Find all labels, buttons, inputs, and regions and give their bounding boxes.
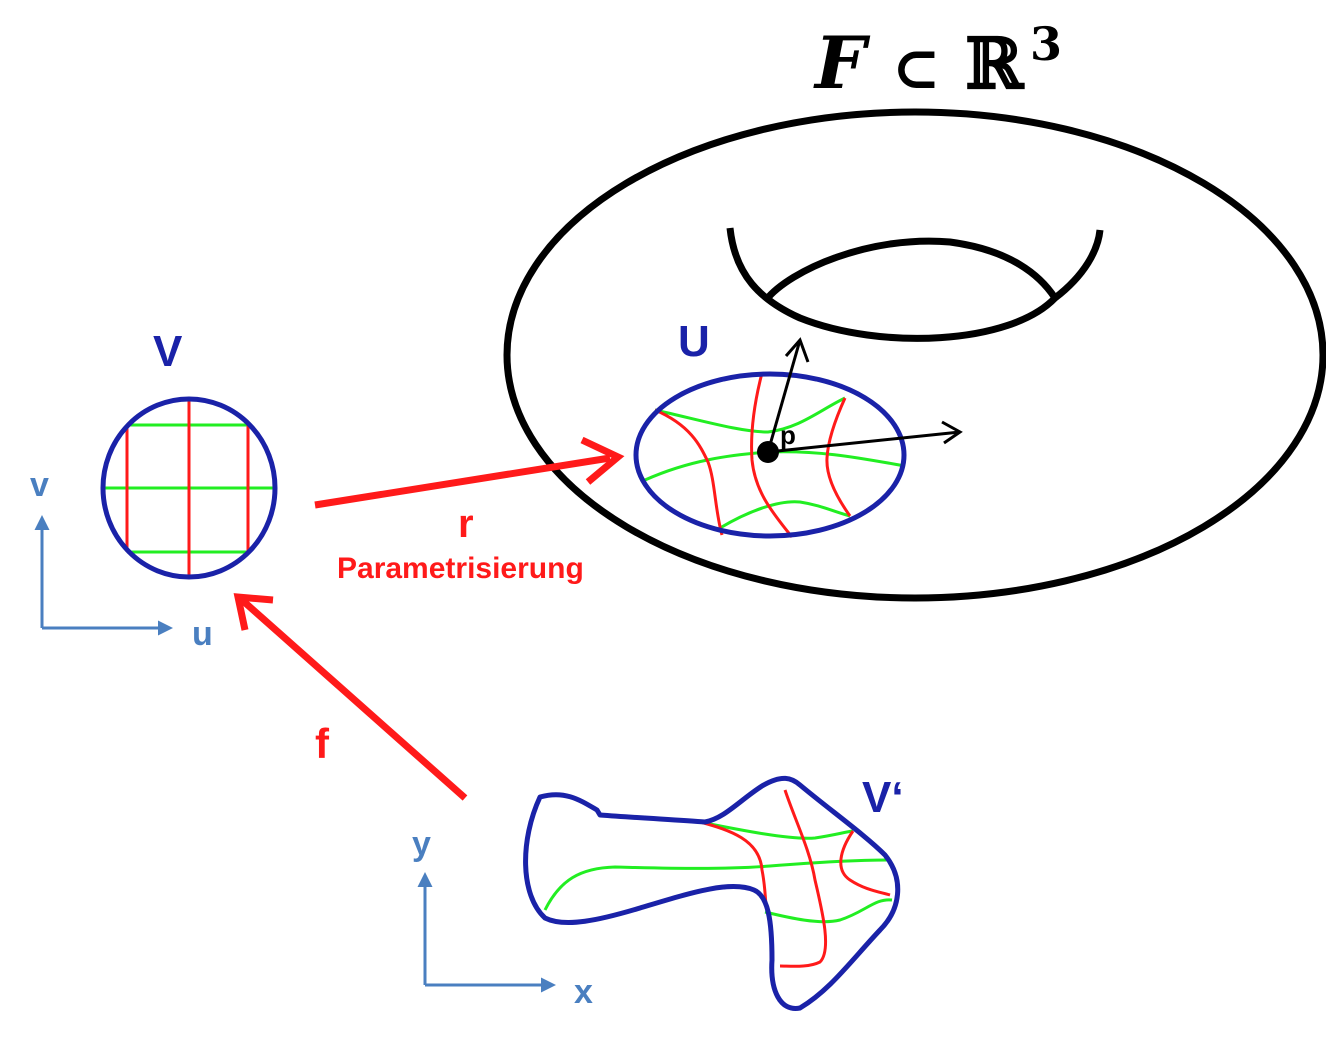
domain-V-outline <box>100 396 278 580</box>
tangent-vector-up <box>766 339 802 453</box>
uv-axes: v u <box>30 466 213 653</box>
label-r: r <box>458 502 474 546</box>
title-R: ℝ <box>965 22 1025 105</box>
arrow-r-shaft <box>314 454 611 509</box>
arrow-r-head <box>580 436 625 485</box>
tangent-vector-right-head <box>941 420 963 445</box>
label-U: U <box>678 317 710 366</box>
arrow-f-shaft <box>239 597 468 801</box>
patch-U: p <box>633 337 963 539</box>
patch-U-red-left <box>654 408 724 536</box>
torus-outline <box>503 108 1326 602</box>
domain-Vprime-green-bottom <box>764 898 893 924</box>
label-f: f <box>315 720 330 767</box>
xy-axes: y x <box>412 825 593 1011</box>
title-exponent: 3 <box>1030 17 1062 71</box>
patch-U-red-right <box>825 397 852 517</box>
domain-Vprime-red-right <box>839 830 891 897</box>
patch-U-red-mid <box>750 372 794 538</box>
arrow-f <box>233 593 468 801</box>
patch-U-green-bottom <box>719 500 851 530</box>
label-V: V <box>153 327 183 376</box>
torus-hole-upper <box>726 227 1104 342</box>
label-Vprime: V‘ <box>862 773 904 822</box>
label-v-axis: v <box>30 466 49 504</box>
patch-U-outline <box>633 371 907 539</box>
label-y-axis: y <box>412 825 431 863</box>
label-u-axis: u <box>192 615 213 653</box>
patch-U-green-top <box>654 396 846 434</box>
title-F: F <box>813 20 871 105</box>
domain-Vprime-green-top <box>699 820 854 840</box>
arrow-f-head <box>233 593 274 631</box>
label-parametrisierung: Parametrisierung <box>337 552 584 585</box>
tangent-vector-right <box>767 430 961 454</box>
torus-surface <box>503 108 1326 602</box>
point-p <box>757 441 779 463</box>
label-p: p <box>780 420 796 450</box>
title-subset: ⊂ <box>892 34 941 102</box>
title-formula: F ⊂ ℝ 3 <box>813 17 1062 105</box>
domain-Vprime-green-mid <box>543 858 889 911</box>
label-x-axis: x <box>574 973 593 1011</box>
tangent-vector-up-head <box>784 337 810 363</box>
domain-Vprime <box>523 775 901 1011</box>
arrow-r <box>314 436 625 509</box>
domain-V <box>100 396 278 580</box>
torus-hole-lower <box>763 237 1058 303</box>
domain-Vprime-red-mid <box>779 789 828 968</box>
domain-Vprime-outline <box>523 775 901 1011</box>
domain-Vprime-red-left <box>699 820 768 906</box>
